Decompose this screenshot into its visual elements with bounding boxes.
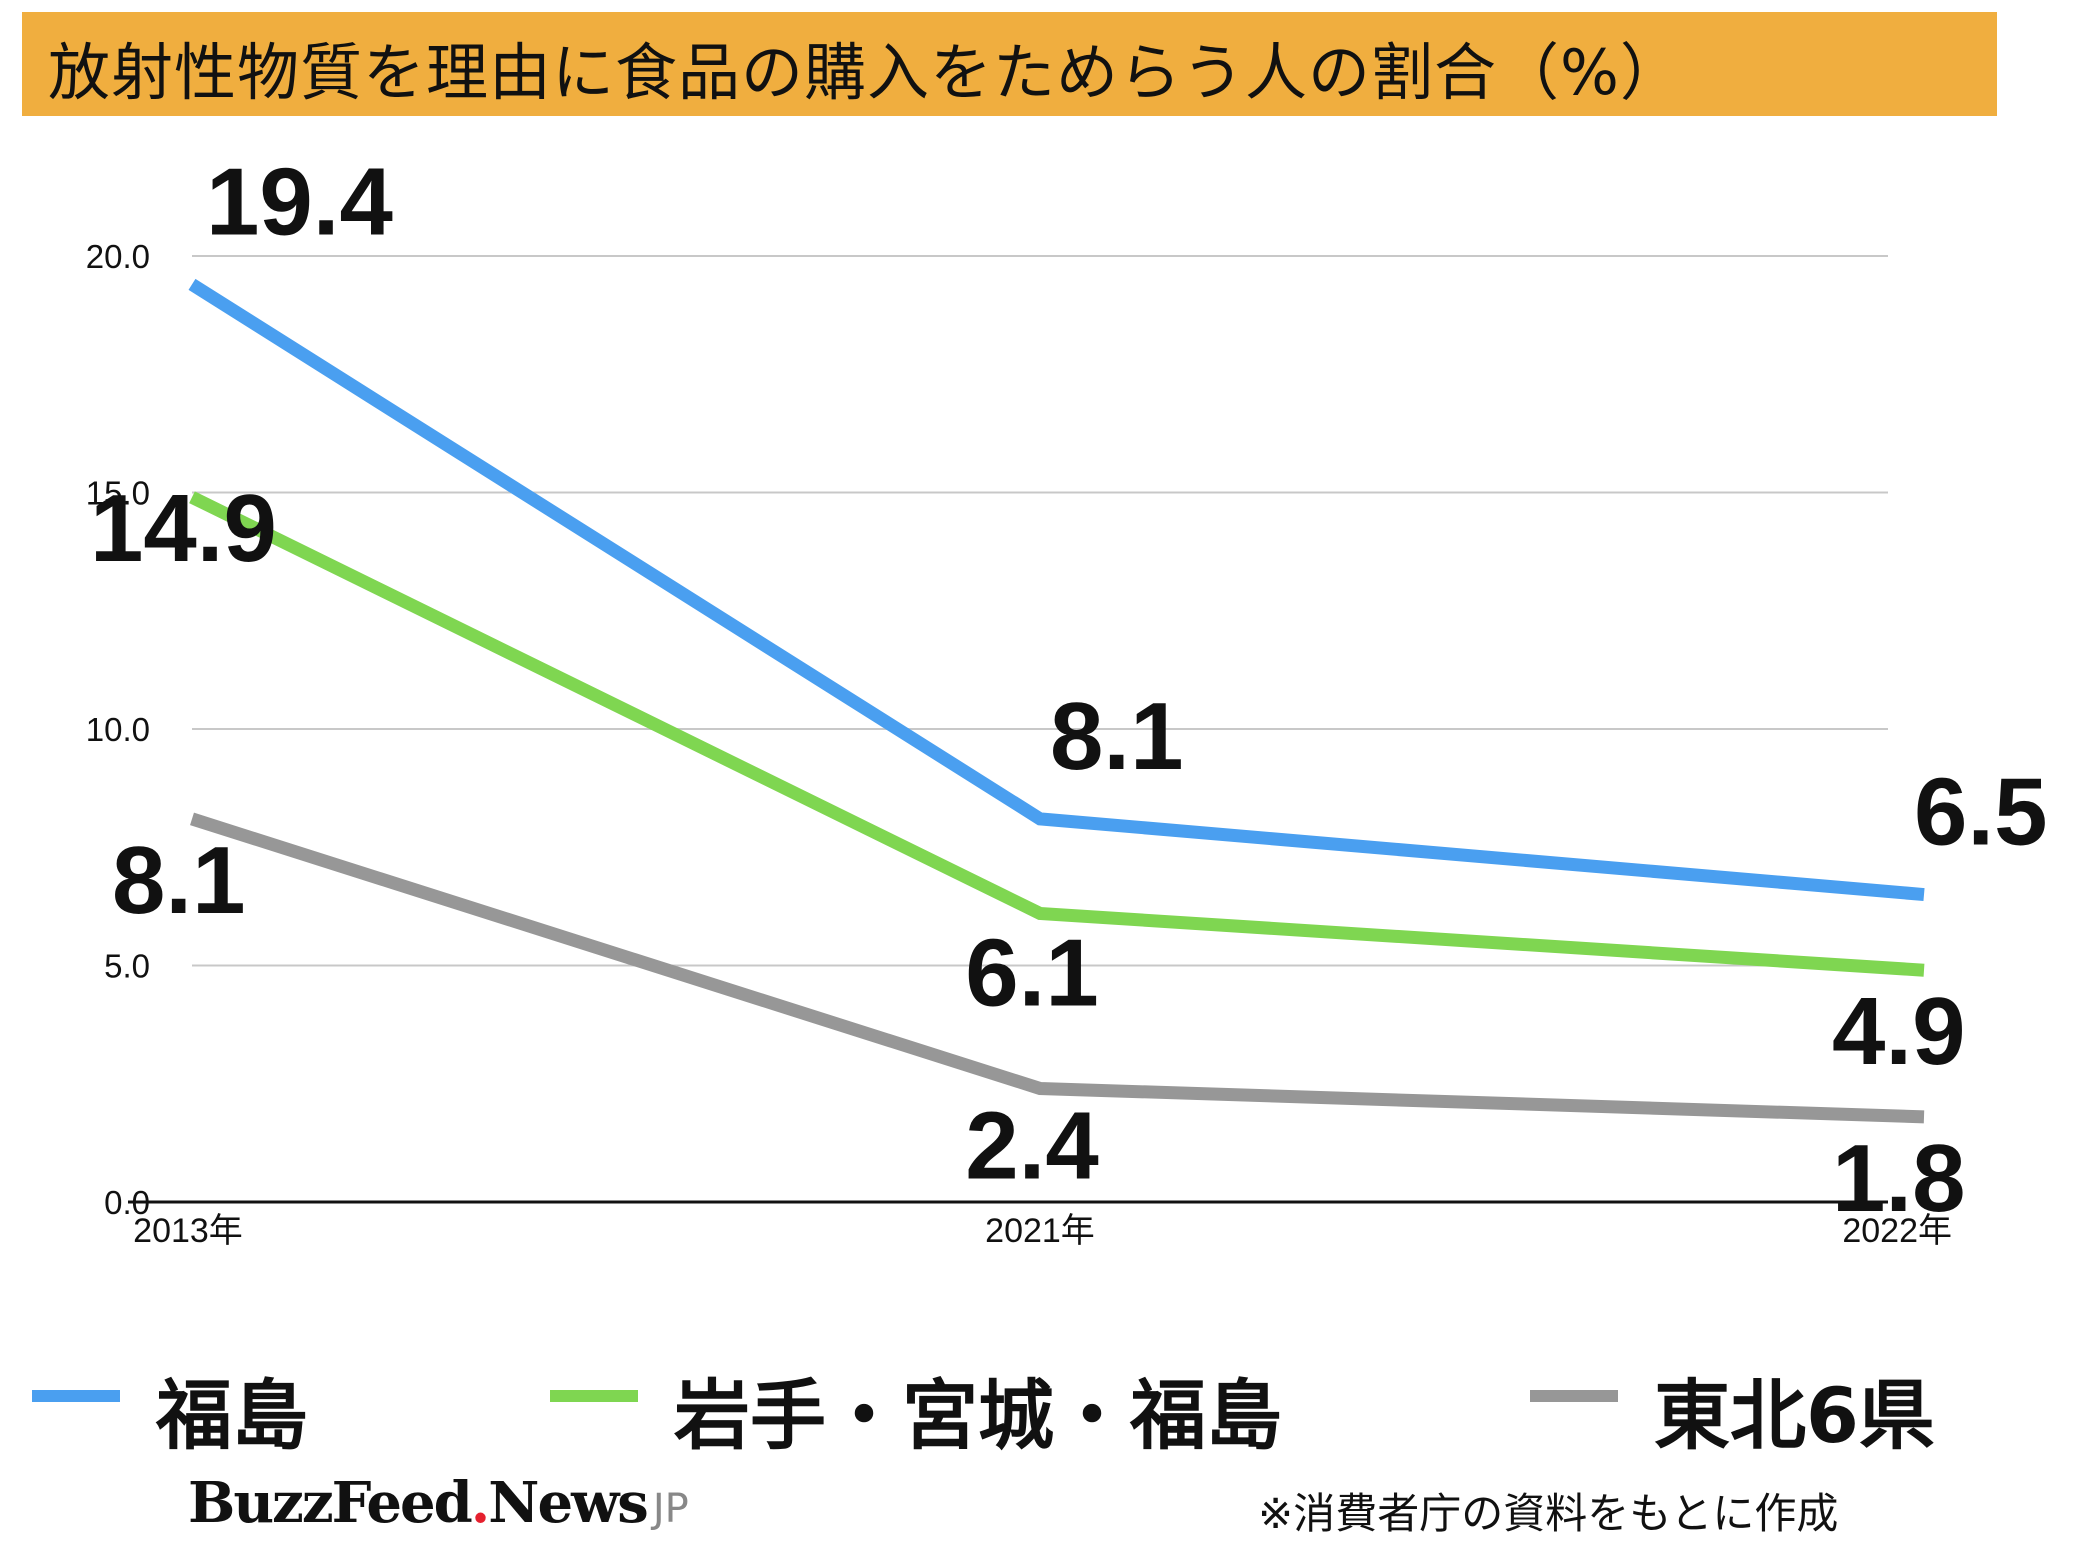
legend-swatch-fukushima — [32, 1390, 120, 1402]
legend-label-fukushima: 福島 — [156, 1371, 308, 1460]
y-tick-label: 15.0 — [86, 475, 150, 512]
chart-title: 放射性物質を理由に食品の購入をためらう人の割合（%） — [48, 36, 1683, 109]
data-label: 19.4 — [206, 148, 393, 255]
logo-buzzfeed: BuzzFeed — [188, 1470, 473, 1536]
data-label: 4.9 — [1832, 978, 1965, 1085]
legend-label-iwate-miyagi-fukushima: 岩手・宮城・福島 — [674, 1371, 1282, 1460]
legend-swatch-tohoku-6 — [1530, 1390, 1618, 1402]
data-label: 1.8 — [1832, 1125, 1965, 1232]
data-label: 8.1 — [112, 827, 245, 934]
x-tick-label: 2013年 — [133, 1212, 243, 1250]
legend: 福島 岩手・宮城・福島 東北6県 — [0, 1352, 2078, 1460]
legend-swatch-iwate-miyagi-fukushima — [550, 1390, 638, 1402]
legend-label-tohoku-6: 東北6県 — [1654, 1371, 1935, 1460]
title-bar: 放射性物質を理由に食品の購入をためらう人の割合（%） — [22, 12, 1997, 116]
series-line-fukushima — [188, 278, 1925, 902]
series-line-tohoku-6 — [190, 812, 1925, 1124]
data-label: 8.1 — [1050, 683, 1183, 790]
data-label: 14.9 — [90, 475, 277, 582]
source-note: ※消費者庁の資料をもとに作成 — [1258, 1489, 1839, 1538]
logo-jp: JP — [652, 1486, 689, 1532]
series-line-iwate-miyagi-fukushima — [189, 491, 1925, 977]
x-tick-label: 2022年 — [1842, 1212, 1952, 1250]
data-label: 2.4 — [965, 1092, 1098, 1199]
data-label: 6.5 — [1914, 759, 2047, 866]
logo-news: News — [488, 1470, 649, 1536]
logo-dot: . — [470, 1470, 490, 1536]
y-tick-label: 10.0 — [86, 711, 150, 748]
data-label: 6.1 — [965, 919, 1098, 1026]
y-tick-label: 20.0 — [86, 238, 150, 275]
buzzfeed-news-logo: BuzzFeed.News JP — [188, 1470, 689, 1536]
x-tick-label: 2021年 — [985, 1212, 1095, 1250]
y-tick-label: 5.0 — [104, 948, 150, 985]
